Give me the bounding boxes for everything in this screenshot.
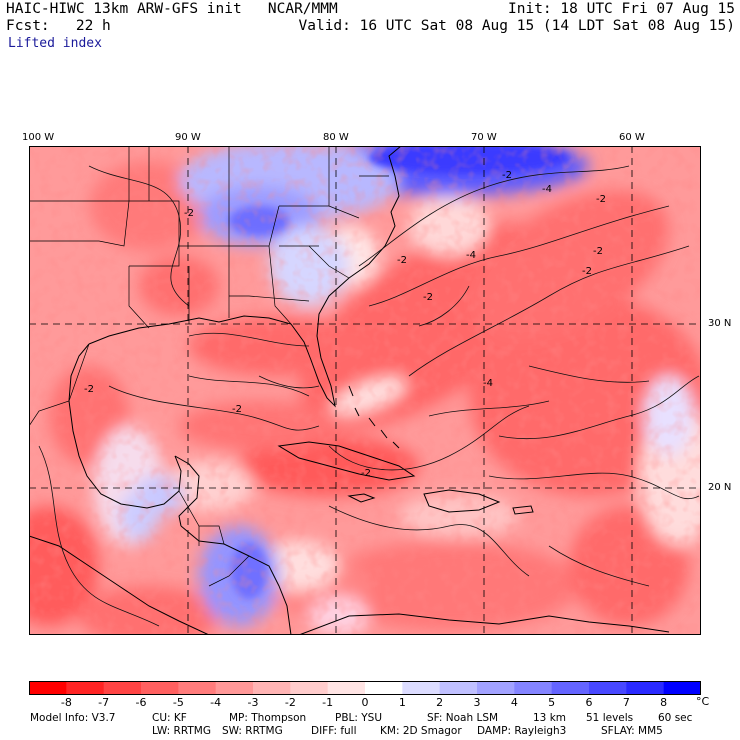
colorbar	[29, 681, 701, 695]
colorbar-swatch	[663, 681, 701, 695]
model-info-levels: 51 levels	[586, 712, 634, 724]
init-time: Init: 18 UTC Fri 07 Aug 15	[508, 1, 735, 17]
colorbar-tick-label: -2	[284, 696, 296, 709]
state-boundaries	[29, 146, 389, 587]
colorbar-tick-label: -7	[98, 696, 110, 709]
colorbar-swatch	[29, 681, 67, 695]
model-info-sf: SF: Noah LSM	[427, 712, 499, 724]
model-info-1: Model Info: V3.7	[30, 712, 116, 724]
contour-label: -2	[593, 246, 603, 257]
colorbar-tick-label: -6	[135, 696, 147, 709]
model-info-sw: SW: RRTMG	[222, 725, 283, 737]
contour-label: -4	[483, 378, 493, 389]
colorbar-tick-label: 5	[548, 696, 556, 709]
colorbar-swatch	[253, 681, 291, 695]
model-info-diff: DIFF: full	[311, 725, 357, 737]
colorbar-swatch	[365, 681, 403, 695]
model-info-damp: DAMP: Rayleigh3	[477, 725, 567, 737]
colorbar-swatch	[514, 681, 553, 695]
colorbar-swatch	[439, 681, 478, 695]
colorbar-tick-label: 2	[436, 696, 444, 709]
colorbar-frame	[29, 681, 701, 695]
model-info-sflay: SFLAY: MM5	[601, 725, 663, 737]
model-info-dt: 60 sec	[658, 712, 693, 724]
contour-label: -2	[582, 266, 592, 277]
colorbar-tick-label: 1	[398, 696, 406, 709]
contour-label: -4	[542, 184, 552, 195]
colorbar-swatch	[477, 681, 515, 695]
colorbar-swatch	[178, 681, 217, 695]
lat-label-20n: 20 N	[708, 482, 732, 493]
colorbar-tick-label: -5	[172, 696, 184, 709]
colorbar-swatch	[103, 681, 142, 695]
colorbar-swatch	[626, 681, 665, 695]
model-info-km: KM: 2D Smagor	[380, 725, 462, 737]
colorbar-swatch	[589, 681, 627, 695]
colorbar-tick-label: -8	[60, 696, 72, 709]
lifted-index-map: -2 -4 -2 -2 -2 -4 -2 -2 -2 -4 -2 -2 -2	[29, 146, 701, 635]
contour-label: -2	[232, 404, 242, 415]
colorbar-swatch	[551, 681, 590, 695]
field-name: Lifted index	[8, 36, 102, 51]
contour-label: -4	[466, 250, 476, 261]
contour-label: -2	[423, 292, 433, 303]
model-title: HAIC-HIWC 13km ARW-GFS init NCAR/MMM	[6, 1, 338, 17]
colorbar-swatch	[141, 681, 179, 695]
lon-label-70w: 70 W	[471, 132, 497, 143]
colorbar-tick-label: 4	[510, 696, 518, 709]
map-frame	[29, 146, 701, 635]
graticule	[29, 146, 701, 635]
contour-label: -2	[502, 170, 512, 181]
colorbar-unit: °C	[696, 695, 710, 708]
lon-label-60w: 60 W	[619, 132, 645, 143]
lon-label-100w: 100 W	[22, 132, 55, 143]
colorbar-tick-label: 6	[585, 696, 593, 709]
colorbar-tick-label: 8	[660, 696, 668, 709]
forecast-hour: Fcst: 22 h	[6, 18, 111, 34]
colorbar-swatch	[402, 681, 441, 695]
model-info-cu: CU: KF	[152, 712, 187, 724]
contour-label: -2	[184, 208, 194, 219]
field-texture	[29, 146, 701, 635]
lat-label-30n: 30 N	[708, 318, 732, 329]
colorbar-swatch	[215, 681, 254, 695]
colorbar-swatch	[66, 681, 105, 695]
colorbar-tick-label: -3	[247, 696, 259, 709]
colorbar-swatch	[327, 681, 366, 695]
colorbar-tick-label: 7	[622, 696, 630, 709]
contour-label: -2	[596, 194, 606, 205]
model-info-mp: MP: Thompson	[229, 712, 307, 724]
colorbar-tick-label: 0	[361, 696, 369, 709]
coastlines	[29, 146, 670, 635]
colorbar-tick-label: 3	[473, 696, 481, 709]
lon-label-90w: 90 W	[175, 132, 201, 143]
contour-label: -2	[361, 468, 371, 479]
colorbar-tick-label: -1	[322, 696, 334, 709]
contour-label: -2	[84, 384, 94, 395]
valid-time: Valid: 16 UTC Sat 08 Aug 15 (14 LDT Sat …	[298, 18, 736, 34]
colorbar-tick-label: -4	[210, 696, 222, 709]
model-info-pbl: PBL: YSU	[335, 712, 383, 724]
lon-label-80w: 80 W	[323, 132, 349, 143]
contour-label: -2	[397, 255, 407, 266]
contour-lines	[38, 165, 700, 627]
colorbar-swatch	[290, 681, 329, 695]
model-info-res: 13 km	[533, 712, 567, 724]
model-info-lw: LW: RRTMG	[152, 725, 211, 737]
